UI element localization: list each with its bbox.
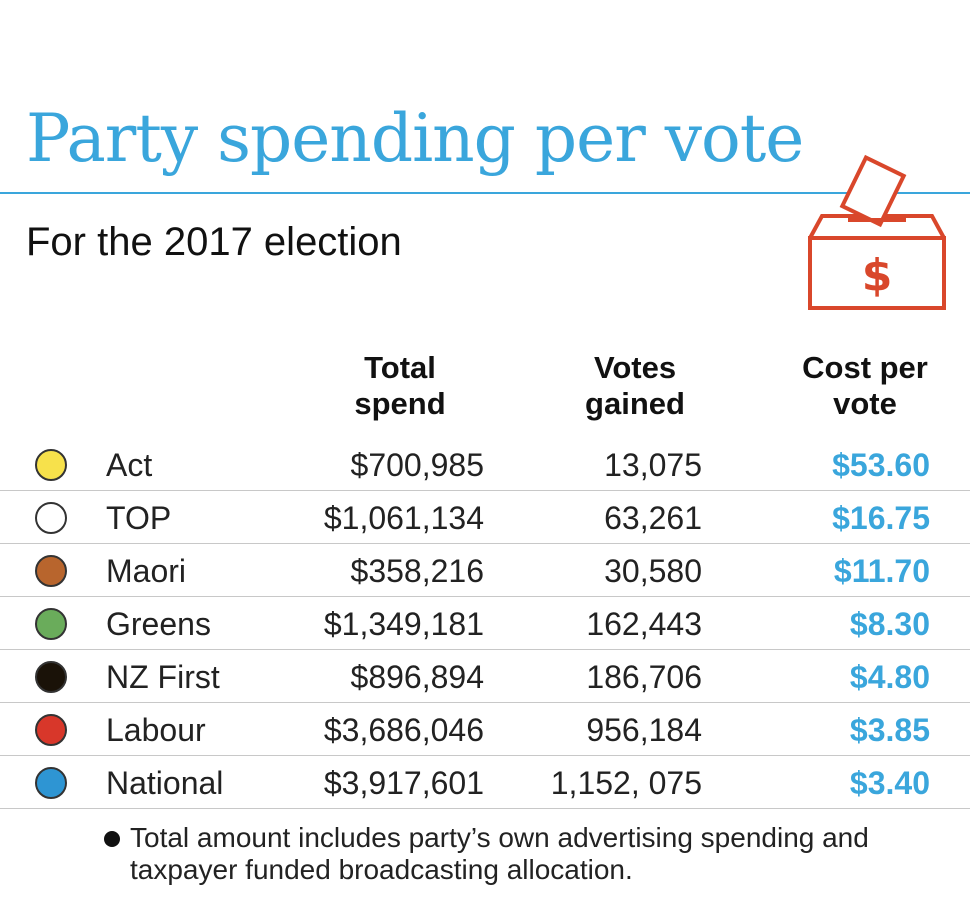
party-table: Act $700,985 13,075 $53.60 TOP $1,061,134 63,2… [0,438,970,809]
votes-gained-cell: 1,152, 075 [550,765,702,801]
total-spend-cell: $358,216 [350,553,484,589]
cost-per-vote-cell: $3.40 [849,765,930,801]
table-row: Maori $358,216 30,580 $11.70 [0,544,970,597]
header-line: Votes [593,350,677,385]
column-header-total-spend: Total spend [330,350,470,422]
cost-per-vote-cell: $8.30 [849,606,930,642]
votes-gained-cell: 186,706 [586,659,702,695]
party-name: NZ First [106,659,220,695]
total-spend-cell: $1,061,134 [323,500,484,536]
total-spend-cell: $700,985 [350,447,484,483]
total-spend-cell: $3,686,046 [323,712,484,748]
header-line: gained [585,386,685,421]
party-name: Labour [106,712,206,748]
column-header-cost-per-vote: Cost per vote [788,350,942,422]
votes-gained-cell: 30,580 [604,553,702,589]
table-row: Labour $3,686,046 956,184 $3.85 [0,703,970,756]
total-spend-cell: $1,349,181 [323,606,484,642]
votes-gained-cell: 162,443 [586,606,702,642]
column-header-votes-gained: Votes gained [565,350,705,422]
cost-per-vote-cell: $3.85 [849,712,930,748]
party-name: Greens [106,606,211,642]
table-row: Act $700,985 13,075 $53.60 [0,438,970,491]
footnote-text: Total amount includes party’s own advert… [130,822,869,885]
title-divider [0,192,970,194]
cost-per-vote-cell: $53.60 [832,447,930,483]
party-color-dot [35,767,67,799]
footnote: Total amount includes party’s own advert… [104,822,944,886]
party-color-dot [35,449,67,481]
table-row: National $3,917,601 1,152, 075 $3.40 [0,756,970,809]
ballot-box-dollar-icon: $ [808,154,946,310]
party-name: TOP [106,500,172,536]
total-spend-cell: $896,894 [350,659,484,695]
bullet-icon [104,831,120,847]
votes-gained-cell: 13,075 [604,447,702,483]
header-line: Cost per [802,350,928,385]
party-color-dot [35,555,67,587]
table-row: TOP $1,061,134 63,261 $16.75 [0,491,970,544]
cost-per-vote-cell: $16.75 [832,500,930,536]
chart-title: Party spending per vote [26,100,804,177]
header-line: vote [833,386,897,421]
table-row: NZ First $896,894 186,706 $4.80 [0,650,970,703]
party-color-dot [35,608,67,640]
party-name: National [106,765,224,801]
total-spend-cell: $3,917,601 [323,765,484,801]
party-color-dot [35,661,67,693]
svg-text:$: $ [862,250,893,301]
table-row: Greens $1,349,181 162,443 $8.30 [0,597,970,650]
votes-gained-cell: 63,261 [604,500,702,536]
party-name: Maori [106,553,187,589]
chart-subtitle: For the 2017 election [26,220,402,264]
cost-per-vote-cell: $11.70 [833,553,930,589]
party-color-dot [35,714,67,746]
header-line: spend [354,386,446,421]
votes-gained-cell: 956,184 [586,712,702,748]
party-name: Act [106,447,153,483]
party-color-dot [35,502,67,534]
cost-per-vote-cell: $4.80 [849,659,930,695]
header-line: Total [364,350,436,385]
